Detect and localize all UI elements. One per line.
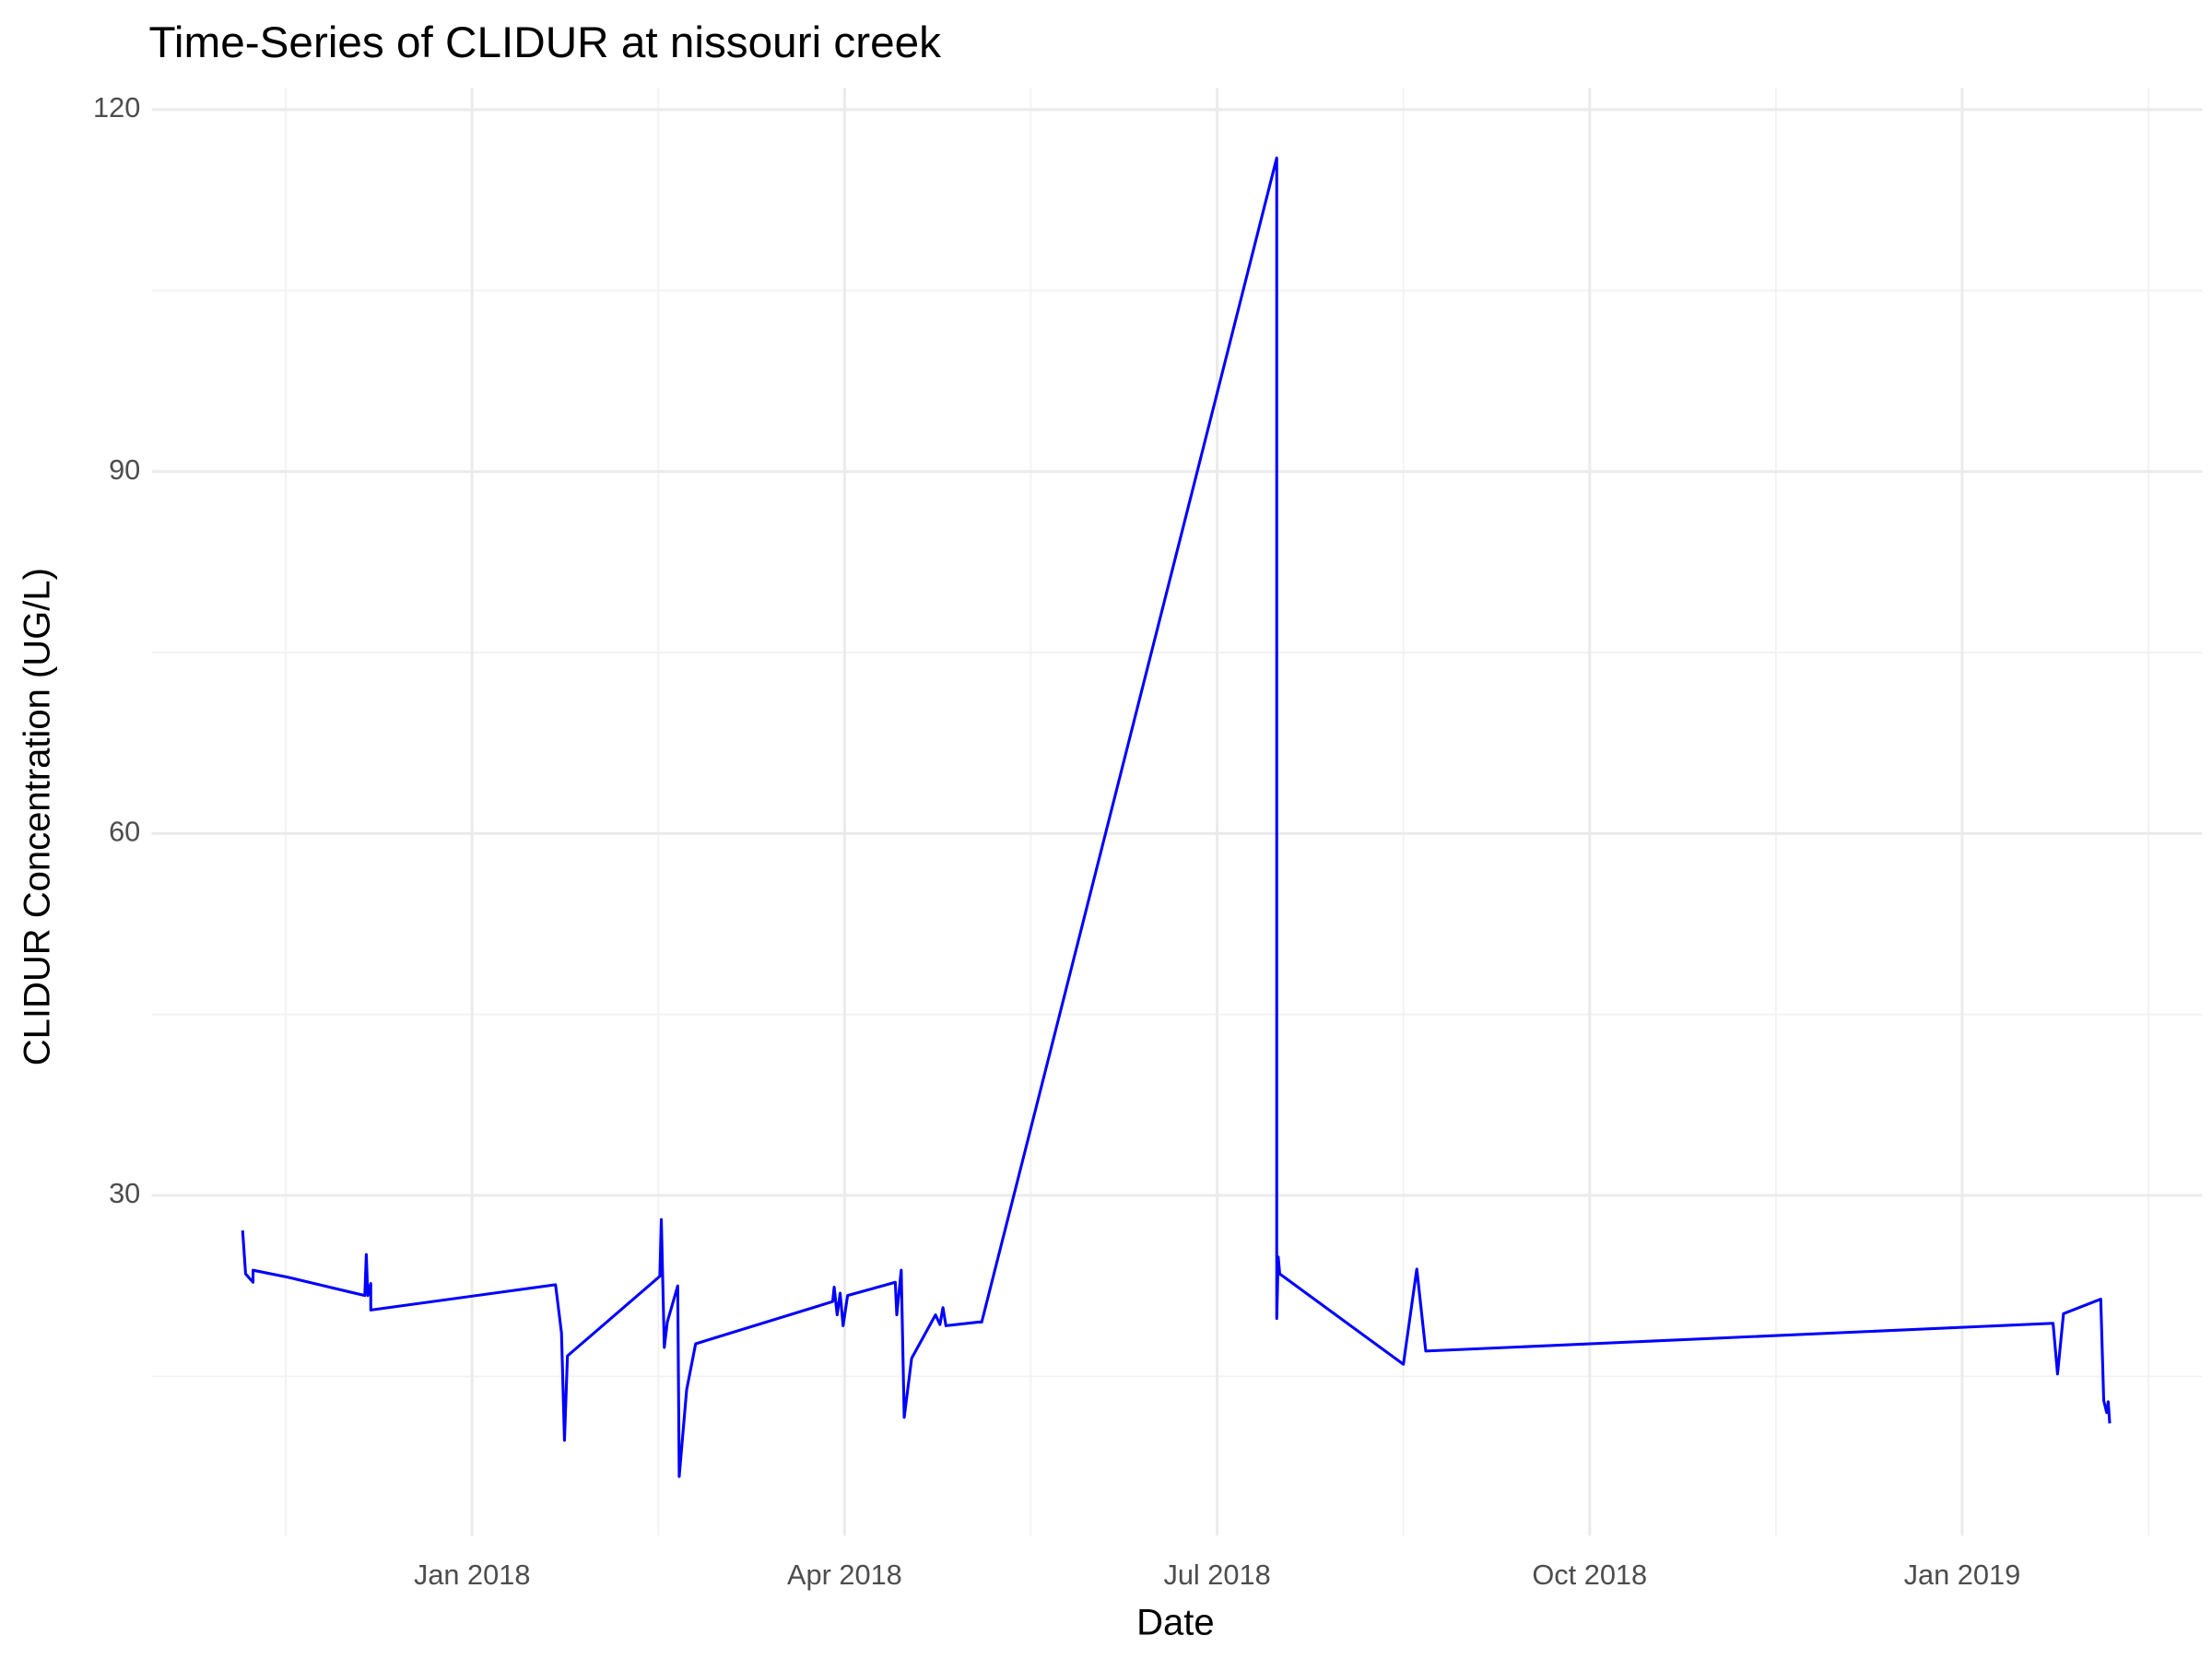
y-tick-label: 120: [93, 91, 140, 124]
y-tick-label: 60: [109, 815, 140, 847]
x-tick-label: Apr 2018: [787, 1559, 902, 1591]
x-tick-label: Jan 2019: [1904, 1559, 2021, 1591]
y-axis-label: CLIDUR Concentration (UG/L): [18, 568, 58, 1065]
x-tick-label: Jul 2018: [1163, 1559, 1270, 1591]
x-tick-label: Oct 2018: [1532, 1559, 1647, 1591]
line: [241, 156, 2112, 1478]
y-tick-label: 90: [109, 453, 140, 486]
x-axis-label: Date: [1136, 1603, 1215, 1643]
x-tick-label: Jan 2018: [414, 1559, 531, 1591]
y-tick-label: 30: [109, 1177, 140, 1209]
chart-title: Time-Series of CLIDUR at nissouri creek: [149, 18, 942, 67]
